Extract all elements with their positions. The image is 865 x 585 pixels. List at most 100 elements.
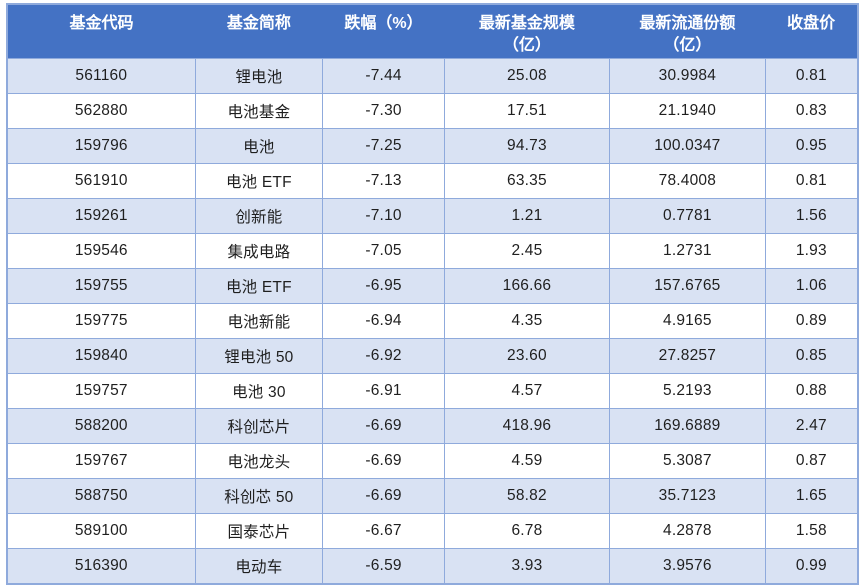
cell-decline-pct: -7.25	[322, 128, 445, 164]
cell-close-price: 0.81	[764, 58, 859, 94]
cell-decline-pct: -6.69	[322, 408, 445, 444]
cell-circulating-shares: 21.1940	[608, 93, 766, 129]
cell-fund-name: 电池龙头	[194, 443, 324, 479]
cell-decline-pct: -7.13	[322, 163, 445, 199]
cell-circulating-shares: 1.2731	[608, 233, 766, 269]
cell-fund-name: 电池 30	[194, 373, 324, 409]
cell-decline-pct: -6.67	[322, 513, 445, 549]
cell-circulating-shares: 35.7123	[608, 478, 766, 514]
table-row: 159755 电池 ETF -6.95 166.66 157.6765 1.06	[6, 268, 859, 304]
cell-circulating-shares: 5.2193	[608, 373, 766, 409]
table-row: 589100 国泰芯片 -6.67 6.78 4.2878 1.58	[6, 513, 859, 549]
header-circulating-shares: 最新流通份额 （亿）	[609, 4, 766, 59]
header-label-line2: （亿）	[502, 37, 551, 54]
table-row: 561160 锂电池 -7.44 25.08 30.9984 0.81	[6, 58, 859, 94]
cell-fund-name: 集成电路	[194, 233, 324, 269]
cell-circulating-shares: 157.6765	[608, 268, 766, 304]
cell-decline-pct: -7.10	[322, 198, 445, 234]
table-row: 159767 电池龙头 -6.69 4.59 5.3087 0.87	[6, 443, 859, 479]
cell-decline-pct: -6.59	[322, 548, 445, 585]
cell-fund-code: 159755	[6, 268, 196, 304]
cell-close-price: 0.87	[764, 443, 859, 479]
cell-fund-size: 58.82	[443, 478, 610, 514]
cell-close-price: 1.56	[764, 198, 859, 234]
table-header: 基金代码 基金简称 跌幅（%） 最新基金规模 （亿） 最新流通份额 （亿） 收盘	[7, 4, 858, 59]
table-row: 159546 集成电路 -7.05 2.45 1.2731 1.93	[6, 233, 859, 269]
cell-fund-name: 科创芯片	[194, 408, 324, 444]
cell-fund-name: 电动车	[194, 548, 324, 585]
header-fund-code: 基金代码	[7, 4, 196, 59]
header-label: 基金代码	[69, 15, 134, 32]
cell-fund-code: 588200	[6, 408, 196, 444]
cell-fund-name: 锂电池 50	[194, 338, 324, 374]
cell-decline-pct: -6.92	[322, 338, 445, 374]
cell-fund-size: 23.60	[443, 338, 610, 374]
cell-fund-name: 创新能	[194, 198, 324, 234]
page: 基金代码 基金简称 跌幅（%） 最新基金规模 （亿） 最新流通份额 （亿） 收盘	[6, 3, 859, 585]
cell-close-price: 0.85	[764, 338, 859, 374]
cell-fund-size: 6.78	[443, 513, 610, 549]
header-row: 基金代码 基金简称 跌幅（%） 最新基金规模 （亿） 最新流通份额 （亿） 收盘	[7, 4, 858, 59]
table-row: 159840 锂电池 50 -6.92 23.60 27.8257 0.85	[6, 338, 859, 374]
cell-fund-code: 561160	[6, 58, 196, 94]
cell-fund-name: 电池 ETF	[194, 163, 324, 199]
cell-circulating-shares: 5.3087	[608, 443, 766, 479]
fund-table: 基金代码 基金简称 跌幅（%） 最新基金规模 （亿） 最新流通份额 （亿） 收盘	[6, 3, 859, 585]
table-row: 516390 电动车 -6.59 3.93 3.9576 0.99	[6, 548, 859, 585]
cell-fund-code: 562880	[6, 93, 196, 129]
cell-fund-size: 3.93	[443, 548, 610, 585]
table-body: 561160 锂电池 -7.44 25.08 30.9984 0.81 562880 电池基金…	[6, 58, 859, 585]
cell-circulating-shares: 3.9576	[608, 548, 766, 585]
cell-fund-code: 516390	[6, 548, 196, 585]
cell-fund-code: 159796	[6, 128, 196, 164]
cell-fund-size: 1.21	[443, 198, 610, 234]
table-row: 588750 科创芯 50 -6.69 58.82 35.7123 1.65	[6, 478, 859, 514]
cell-fund-name: 科创芯 50	[194, 478, 324, 514]
cell-circulating-shares: 0.7781	[608, 198, 766, 234]
header-label-line1: 最新基金规模	[478, 15, 575, 32]
header-decline-pct: 跌幅（%）	[322, 4, 445, 59]
cell-fund-code: 159775	[6, 303, 196, 339]
cell-decline-pct: -6.69	[322, 443, 445, 479]
cell-fund-size: 4.59	[443, 443, 610, 479]
table-row: 159796 电池 -7.25 94.73 100.0347 0.95	[6, 128, 859, 164]
cell-fund-name: 电池新能	[194, 303, 324, 339]
cell-close-price: 1.93	[764, 233, 859, 269]
cell-circulating-shares: 30.9984	[608, 58, 766, 94]
cell-fund-code: 159767	[6, 443, 196, 479]
cell-fund-name: 锂电池	[194, 58, 324, 94]
header-label: 基金简称	[226, 15, 291, 32]
cell-close-price: 2.47	[764, 408, 859, 444]
table-row: 159757 电池 30 -6.91 4.57 5.2193 0.88	[6, 373, 859, 409]
cell-fund-name: 电池基金	[194, 93, 324, 129]
cell-close-price: 0.99	[764, 548, 859, 585]
table-row: 159261 创新能 -7.10 1.21 0.7781 1.56	[6, 198, 859, 234]
cell-fund-code: 159261	[6, 198, 196, 234]
cell-circulating-shares: 78.4008	[608, 163, 766, 199]
cell-circulating-shares: 4.2878	[608, 513, 766, 549]
cell-decline-pct: -6.94	[322, 303, 445, 339]
header-fund-size: 最新基金规模 （亿）	[444, 4, 610, 59]
cell-close-price: 0.88	[764, 373, 859, 409]
cell-fund-size: 418.96	[443, 408, 610, 444]
table-row: 562880 电池基金 -7.30 17.51 21.1940 0.83	[6, 93, 859, 129]
cell-close-price: 0.83	[764, 93, 859, 129]
cell-fund-size: 17.51	[443, 93, 610, 129]
cell-decline-pct: -6.95	[322, 268, 445, 304]
cell-fund-name: 国泰芯片	[194, 513, 324, 549]
cell-decline-pct: -6.69	[322, 478, 445, 514]
cell-fund-size: 2.45	[443, 233, 610, 269]
table-row: 159775 电池新能 -6.94 4.35 4.9165 0.89	[6, 303, 859, 339]
cell-fund-size: 25.08	[443, 58, 610, 94]
cell-decline-pct: -7.05	[322, 233, 445, 269]
cell-fund-name: 电池 ETF	[194, 268, 324, 304]
cell-fund-code: 159546	[6, 233, 196, 269]
cell-close-price: 0.81	[764, 163, 859, 199]
cell-fund-code: 588750	[6, 478, 196, 514]
header-fund-name: 基金简称	[195, 4, 323, 59]
cell-close-price: 1.06	[764, 268, 859, 304]
header-label-line2: （亿）	[663, 37, 712, 54]
cell-circulating-shares: 100.0347	[608, 128, 766, 164]
cell-circulating-shares: 27.8257	[608, 338, 766, 374]
cell-fund-code: 589100	[6, 513, 196, 549]
